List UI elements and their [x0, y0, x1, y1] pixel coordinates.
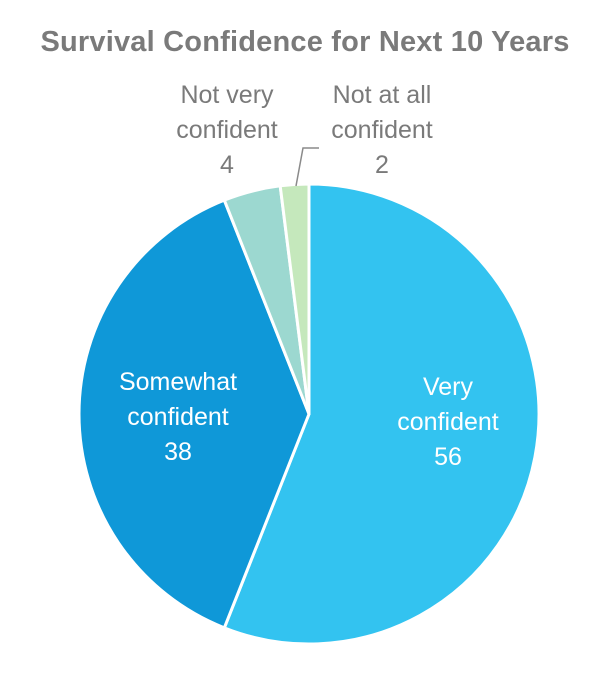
- data-label-text-not-at-all-confident: confident: [331, 116, 433, 144]
- data-label-text-not-at-all-confident: Not at all: [333, 81, 432, 109]
- data-label-text-not-very-confident: Not very: [180, 81, 274, 109]
- data-label-not-very-confident: Not very confident 4: [176, 81, 278, 179]
- pie-slice-very-confident: [222, 182, 541, 646]
- data-label-text-somewhat-confident: Somewhat: [119, 368, 237, 396]
- data-label-very-confident: Very confident 56: [397, 373, 499, 471]
- data-label-value-not-at-all-confident: 2: [375, 151, 389, 179]
- data-label-text-very-confident: Very: [423, 373, 474, 401]
- data-label-not-at-all-confident: Not at all confident 2: [331, 81, 433, 179]
- chart-title: Survival Confidence for Next 10 Years: [40, 26, 570, 58]
- data-label-value-very-confident: 56: [434, 443, 462, 471]
- data-label-value-not-very-confident: 4: [220, 151, 234, 179]
- data-label-text-not-very-confident: confident: [176, 116, 278, 144]
- data-label-text-very-confident: confident: [397, 408, 499, 436]
- leader-line-not-at-all-confident: [295, 147, 319, 187]
- pie-slice-somewhat-confident: [77, 198, 311, 630]
- data-label-somewhat-confident: Somewhat confident 38: [119, 368, 237, 466]
- data-label-text-somewhat-confident: confident: [127, 403, 229, 431]
- pie-slice-not-at-all-confident: [278, 182, 311, 416]
- data-label-value-somewhat-confident: 38: [164, 438, 192, 466]
